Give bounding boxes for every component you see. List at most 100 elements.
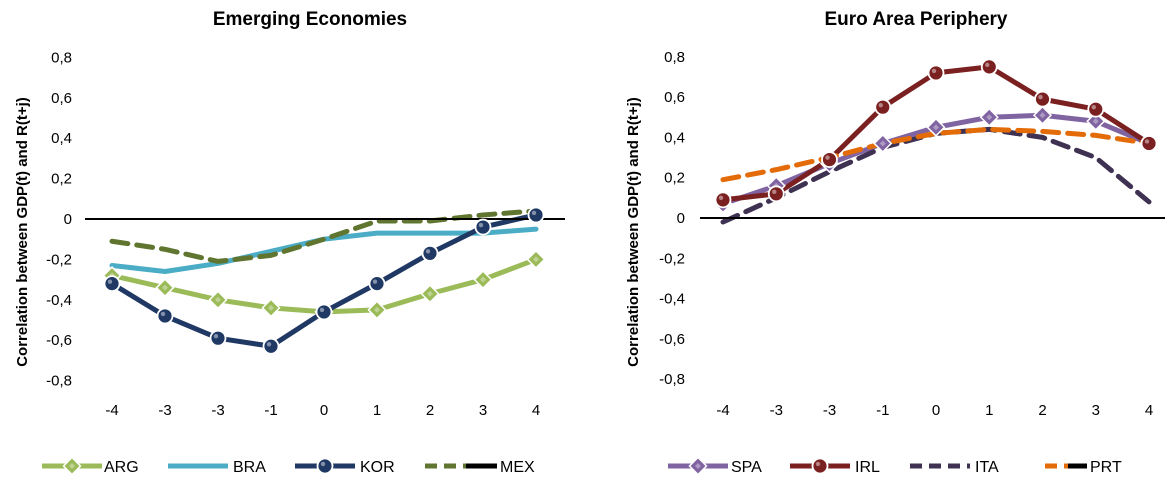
data-point-irl-highlight [1038,94,1043,100]
x-tick-label: 0 [320,402,328,419]
data-point-irl-highlight [1091,104,1096,110]
x-tick-label: -3 [211,402,224,419]
x-tick-label: -3 [823,402,836,419]
legend-label-bra: BRA [233,459,266,476]
data-point-spa-highlight [933,124,939,131]
data-point-spa [873,133,893,154]
legend-marker-arg-highlight [69,463,75,469]
data-point-arg-highlight [162,284,168,291]
y-tick-label: -0,2 [659,250,685,267]
data-point-kor [527,206,545,224]
data-point-irl-highlight [985,62,990,68]
data-point-irl-highlight [772,189,777,195]
data-point-arg [208,290,228,310]
data-point-arg [420,284,440,304]
data-point-spa-highlight [879,140,886,147]
data-point-arg-highlight [268,304,274,311]
data-point-irl [821,151,838,168]
y-tick-label: -0,4 [659,291,685,308]
chart-title: Euro Area Periphery [824,9,1007,30]
y-tick-label: 0,2 [664,170,685,187]
data-point-kor-highlight [266,342,272,347]
x-tick-label: 4 [532,402,540,419]
series-line-ita [720,126,1152,225]
legend-label-arg: ARG [104,459,139,476]
y-axis-label: Correlation between GDP(t) and R(t+j) [14,97,31,367]
data-point-kor [209,329,227,347]
series-line-unlabeled-3 [109,208,539,264]
y-tick-label: 0 [677,210,685,227]
chart-euro-area-periphery: Euro Area Periphery Correlation between G… [625,9,1165,476]
data-point-kor [421,244,439,262]
chart-title: Emerging Economies [213,9,407,30]
y-tick-label: 0,4 [664,129,685,146]
legend-label-prt: PRT [1090,459,1122,476]
y-tick-label: -0,8 [659,371,685,388]
y-tick-label: -0,2 [46,251,72,268]
y-tick-label: -0,6 [46,332,72,349]
data-point-kor-highlight [160,311,166,317]
data-point-arg-highlight [533,256,539,263]
data-point-arg-highlight [480,276,486,283]
chart-emerging-economies: Emerging Economies Correlation between GD… [14,9,565,476]
legend-label-spa: SPA [731,459,762,476]
data-point-irl [1034,90,1051,108]
data-point-kor [474,218,492,236]
data-point-kor-highlight [372,279,378,284]
data-point-kor-highlight [531,210,537,216]
data-point-spa [1032,105,1053,125]
data-point-kor [103,275,121,293]
x-tick-label: 3 [1092,402,1100,419]
data-point-irl [1140,135,1158,152]
x-tick-label: -3 [158,402,171,419]
x-tick-label: 0 [932,402,940,419]
x-tick-label: 2 [1038,402,1046,419]
y-axis-label: Correlation between GDP(t) and R(t+j) [625,97,642,367]
data-point-spa [1086,111,1106,131]
x-tick-label: 1 [985,402,993,419]
data-point-arg [526,249,546,269]
legend-marker-irl-highlight [815,461,821,467]
data-point-kor-highlight [478,222,484,228]
data-point-arg [261,298,281,318]
data-point-kor-highlight [425,249,431,254]
data-point-kor-highlight [107,279,113,284]
legend-label-irl: IRL [855,459,880,476]
data-point-kor [315,303,333,321]
data-point-kor [368,275,386,293]
data-point-arg-highlight [215,296,221,303]
data-point-irl-highlight [718,195,724,201]
y-tick-label: 0 [64,211,72,228]
data-point-irl-highlight [825,155,830,160]
y-tick-label: 0,2 [51,171,72,188]
y-tick-label: 0,8 [51,49,72,66]
y-tick-label: 0,6 [664,89,685,106]
data-point-irl-highlight [931,68,937,74]
y-tick-label: -0,8 [46,373,72,390]
data-point-irl [767,185,785,203]
data-point-irl-highlight [878,102,883,108]
y-tick-label: -0,4 [46,292,72,309]
x-tick-label: 3 [479,402,487,419]
data-point-kor-highlight [319,307,325,313]
y-tick-label: 0,8 [664,49,685,66]
data-point-arg [367,300,387,320]
data-point-kor [156,307,174,325]
legend-marker-arg [62,456,82,476]
x-tick-label: 2 [426,402,434,419]
legend-marker-spa-highlight [695,463,701,469]
x-tick-label: -1 [264,402,277,419]
data-point-arg [155,278,175,298]
y-tick-label: 0,4 [51,130,72,147]
data-point-irl-highlight [1144,139,1150,144]
data-point-arg [473,270,493,290]
x-tick-label: -4 [716,402,729,419]
legend-marker-spa [688,456,708,476]
legend-marker-irl [811,457,829,475]
data-point-irl [980,58,998,76]
legend-label-ita: ITA [975,459,999,476]
legend-marker-kor [316,457,334,475]
x-tick-label: -3 [770,402,783,419]
data-point-spa-highlight [1039,112,1046,119]
